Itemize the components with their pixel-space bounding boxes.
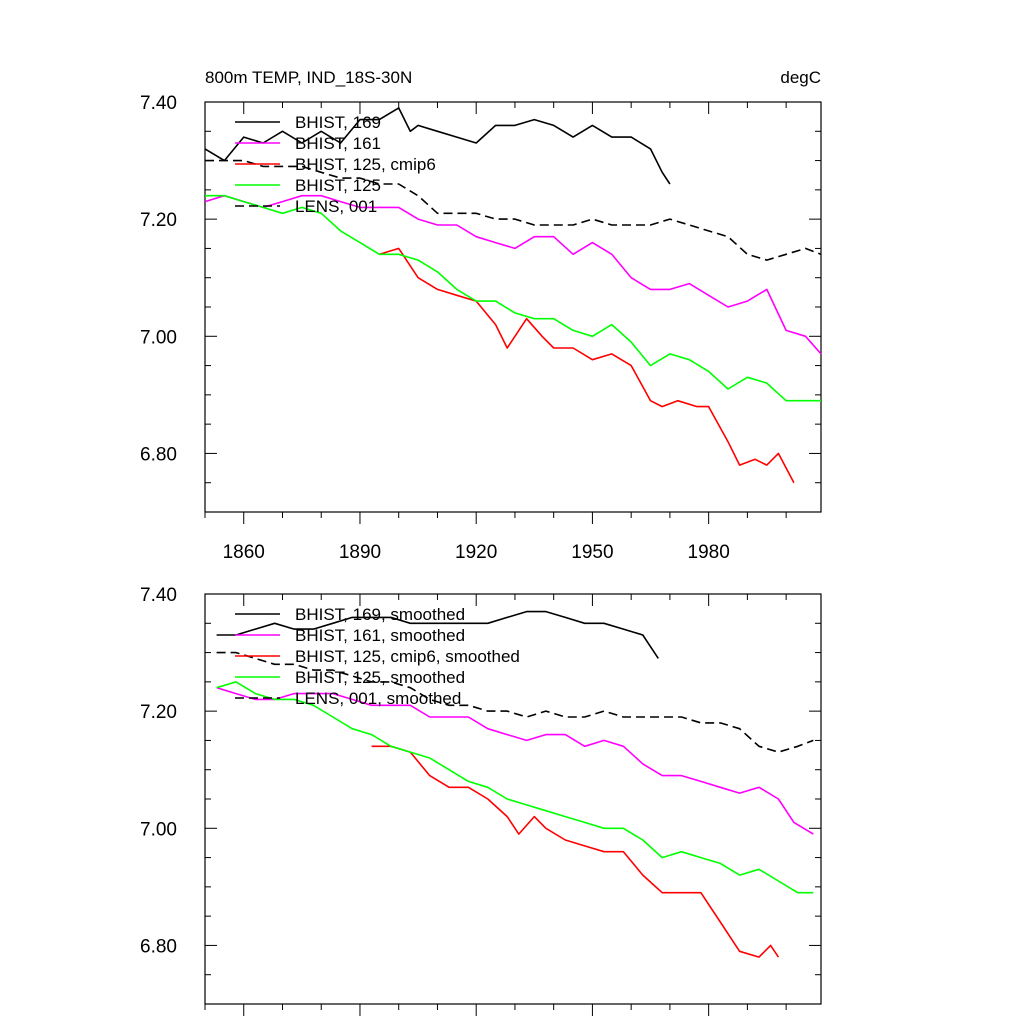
legend-label: BHIST, 125, smoothed — [295, 668, 465, 687]
units-label: degC — [780, 68, 821, 87]
x-tick-label: 1890 — [339, 542, 381, 563]
x-tick-label: 1860 — [223, 542, 265, 563]
series-line-4 — [205, 159, 822, 261]
series-line-3 — [216, 681, 814, 894]
chart-panel-top: 800m TEMP, IND_18S-30N degC 6.80 7.00 7.20… — [140, 68, 822, 563]
legend-label: BHIST, 125 — [295, 176, 381, 195]
legend-label: BHIST, 161, smoothed — [295, 626, 465, 645]
x-tick-label: 1920 — [455, 542, 497, 563]
series-line-0 — [204, 107, 671, 185]
legend-label: BHIST, 125, cmip6, smoothed — [295, 647, 520, 666]
y-tick-label: 7.00 — [140, 819, 177, 840]
legend-label: LENS, 001 — [295, 197, 377, 216]
y-tick-label: 7.20 — [140, 210, 177, 231]
series-line-1 — [216, 686, 814, 835]
y-tick-label: 7.40 — [140, 585, 177, 606]
legend-label: LENS, 001, smoothed — [295, 689, 461, 708]
y-tick-label: 7.40 — [140, 93, 177, 114]
series-line-1 — [204, 194, 822, 355]
series-line-0 — [216, 610, 659, 659]
x-tick-label: 1950 — [571, 542, 613, 563]
chart-panel-bottom: 6.80 7.00 7.20 7.40 BHIST, 169, smoothed BHIS… — [140, 585, 822, 1016]
legend-label: BHIST, 161 — [295, 134, 381, 153]
y-tick-label: 6.80 — [140, 936, 177, 957]
y-tick-label: 7.00 — [140, 327, 177, 348]
series-line-2 — [379, 247, 795, 484]
legend-label: BHIST, 169, smoothed — [295, 605, 465, 624]
series-line-4 — [216, 651, 814, 753]
series-line-3 — [205, 194, 821, 402]
series-line-2 — [371, 745, 780, 958]
y-tick-label: 6.80 — [140, 444, 177, 465]
x-tick-label: 1980 — [688, 542, 730, 563]
chart-title: 800m TEMP, IND_18S-30N — [205, 68, 412, 87]
legend-label: BHIST, 169 — [295, 113, 381, 132]
y-tick-label: 7.20 — [140, 702, 177, 723]
legend-label: BHIST, 125, cmip6 — [295, 155, 436, 174]
